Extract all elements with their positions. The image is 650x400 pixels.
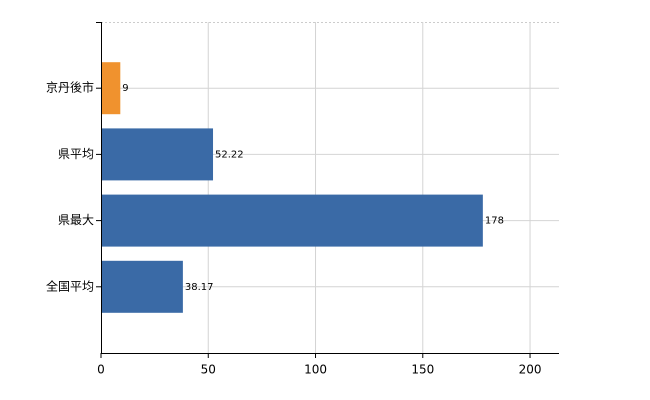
y-tick-label: 県最大 [58, 213, 94, 227]
y-tick-label: 全国平均 [46, 278, 94, 293]
value-label: 178 [485, 216, 504, 227]
x-tick-label: 200 [519, 363, 542, 377]
value-label: 9 [122, 83, 128, 94]
x-tick-label: 50 [201, 363, 216, 377]
value-label: 52.22 [215, 149, 244, 160]
x-tick-label: 0 [97, 363, 105, 377]
bar [101, 194, 483, 247]
bar [101, 62, 121, 115]
value-label: 38.17 [185, 282, 214, 293]
x-tick-label: 150 [411, 363, 434, 377]
bar [101, 128, 214, 181]
y-tick-label: 県平均 [58, 147, 94, 161]
y-tick-label: 京丹後市 [46, 80, 94, 95]
x-tick-label: 100 [304, 363, 327, 377]
bar [101, 260, 183, 313]
